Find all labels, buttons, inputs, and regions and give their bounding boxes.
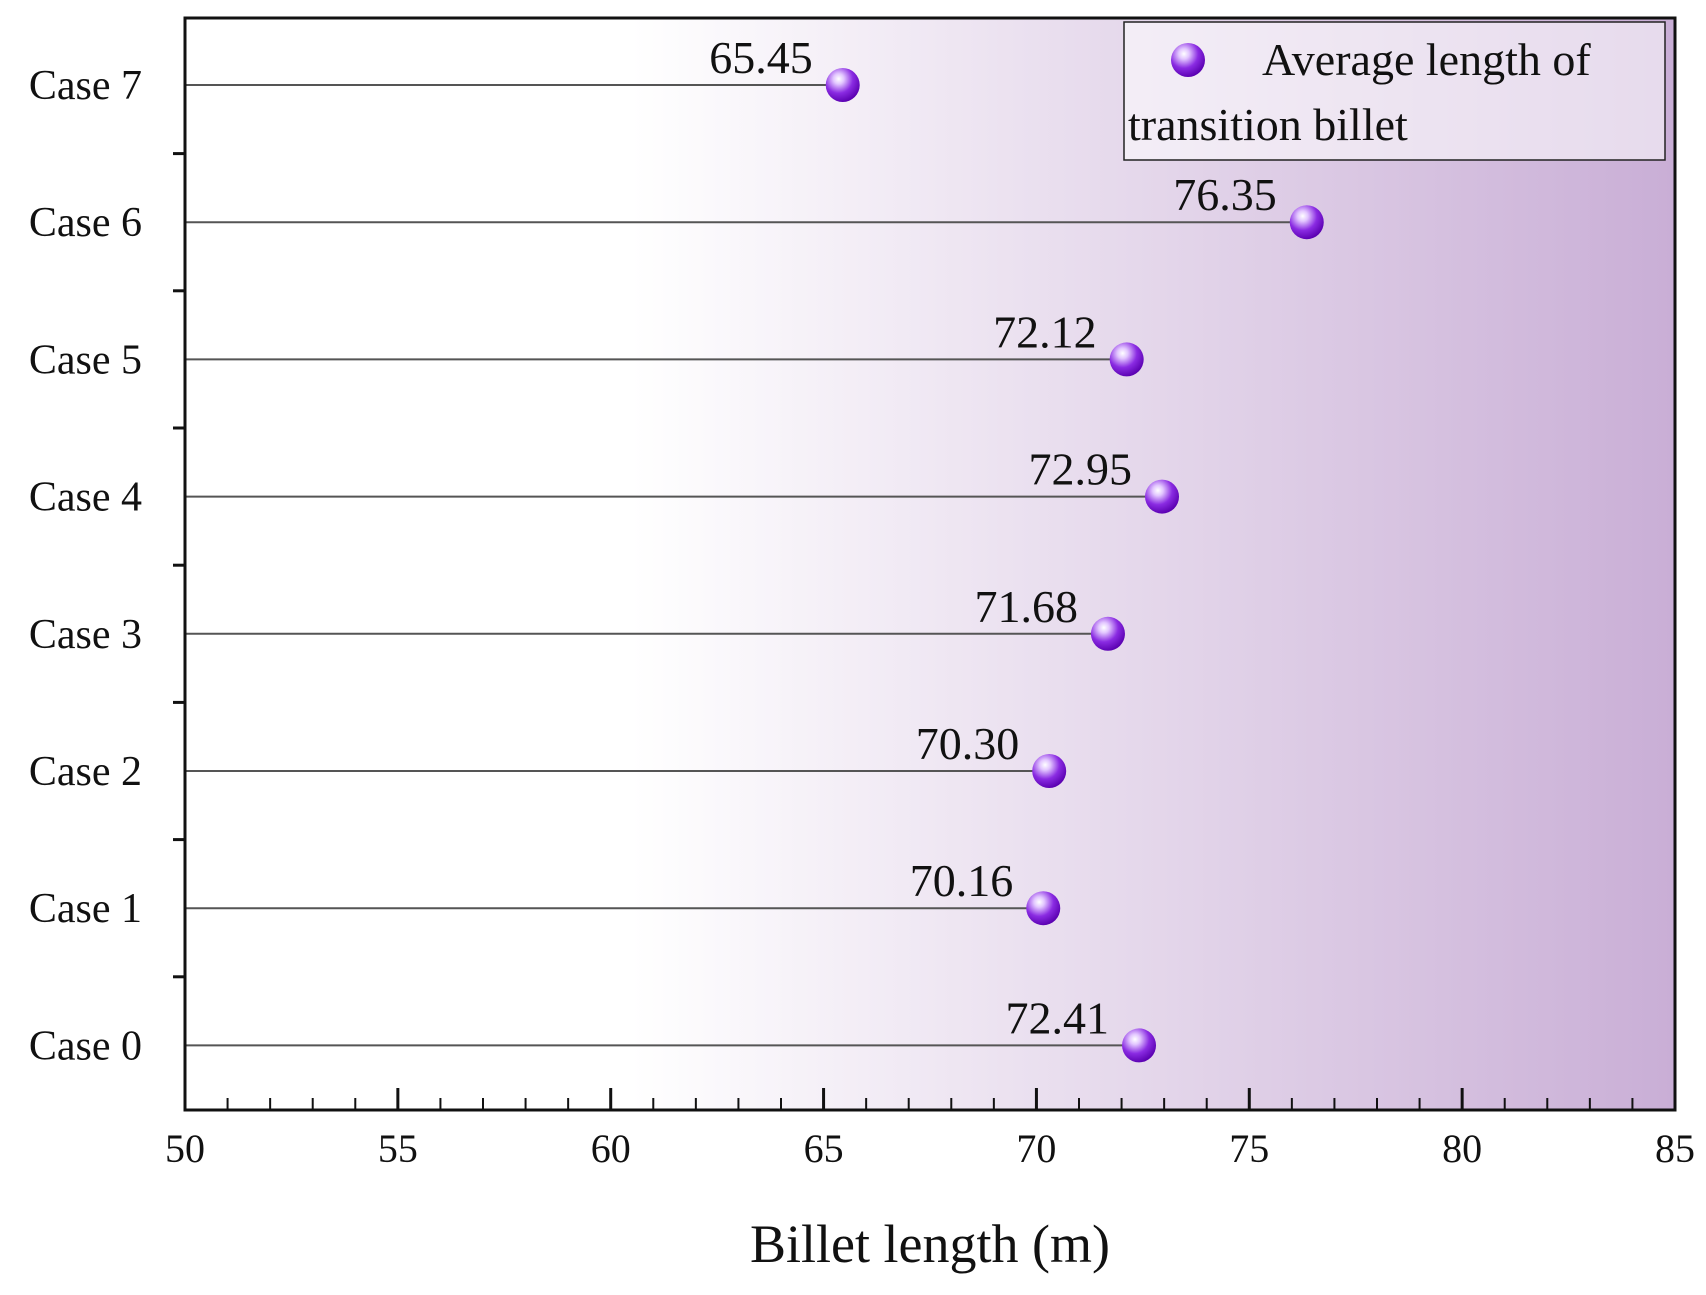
y-axis-category-labels: Case 0 Case 1 Case 2 Case 3 Case 4 Case 5 Case… [29,63,142,1069]
value-label: 72.12 [993,306,1097,357]
data-point [1090,616,1125,651]
category-label: Case 0 [29,1023,142,1069]
value-label: 65.45 [709,32,813,83]
x-tick-label: 80 [1442,1126,1482,1171]
value-label: 72.95 [1029,444,1133,495]
category-label: Case 7 [29,63,142,109]
x-tick-label: 60 [591,1126,631,1171]
legend-box [1123,21,1666,161]
x-tick-label: 65 [804,1126,844,1171]
legend: Average length of transition billet [1123,21,1666,161]
value-label: 76.35 [1173,169,1277,220]
value-label: 70.16 [910,855,1014,906]
x-tick-label: 75 [1229,1126,1269,1171]
category-label: Case 1 [29,886,142,932]
data-point [1122,1028,1157,1063]
x-tick-label: 55 [378,1126,418,1171]
plot-background [185,18,1675,1110]
data-point [825,68,860,102]
data-point [1026,891,1061,926]
x-axis-title: Billet length (m) [750,1214,1110,1274]
legend-label-line-1: Average length of [1262,34,1591,85]
x-tick-label: 70 [1016,1126,1056,1171]
category-label: Case 6 [29,200,142,246]
category-label: Case 4 [29,475,142,521]
legend-label-line-2: transition billet [1128,99,1408,150]
category-label: Case 2 [29,749,142,795]
value-label: 70.30 [916,718,1020,769]
value-label: 71.68 [974,581,1078,632]
data-point [1109,342,1144,377]
data-points [825,68,1324,1063]
y-axis-ticks [173,152,185,979]
data-point [1145,479,1180,514]
x-axis-ticks: 50 55 60 65 70 75 80 85 [165,1088,1695,1171]
stem-lines [185,84,1307,1047]
x-tick-label: 85 [1655,1126,1695,1171]
value-labels: 72.41 70.16 70.30 71.68 72.95 72.12 76.35 65.45 [709,32,1277,1043]
data-point [1032,754,1067,788]
value-label: 72.41 [1006,992,1110,1043]
x-tick-label: 50 [165,1126,205,1171]
data-point [1289,205,1324,240]
legend-marker [1171,43,1205,77]
category-label: Case 3 [29,612,142,658]
category-label: Case 5 [29,337,142,383]
